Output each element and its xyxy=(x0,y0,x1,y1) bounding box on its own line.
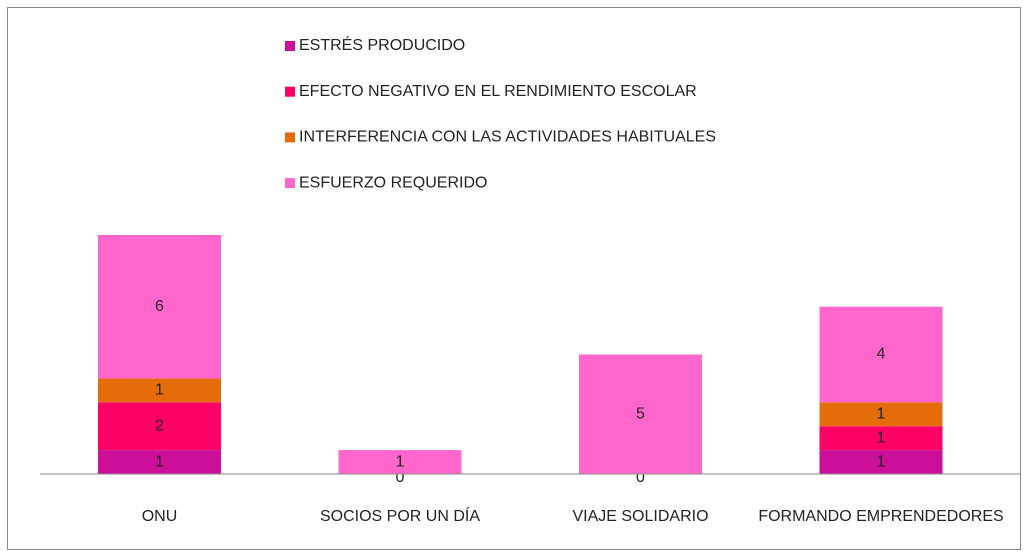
data-label: 1 xyxy=(396,453,405,470)
bar-segment xyxy=(338,450,462,474)
bar-segment xyxy=(819,402,943,427)
x-tick-label: FORMANDO EMPRENDEDORES xyxy=(758,508,1003,525)
legend-label: ESTRÉS PRODUCIDO xyxy=(299,35,465,54)
bar-segment xyxy=(98,450,221,474)
bar-segment xyxy=(98,235,221,379)
data-label: 1 xyxy=(877,429,886,446)
legend-swatch xyxy=(285,86,295,97)
bar-segment xyxy=(819,426,943,451)
data-label: 2 xyxy=(155,417,164,434)
data-label: 0 xyxy=(396,469,405,486)
legend-swatch xyxy=(285,178,295,189)
legend-swatch xyxy=(285,132,295,143)
bar-segment xyxy=(579,354,702,474)
data-label: 6 xyxy=(155,298,164,315)
data-label: 0 xyxy=(636,469,645,486)
bar-segment xyxy=(98,378,221,403)
legend-swatch xyxy=(285,41,295,51)
x-tick-label: SOCIOS POR UN DÍA xyxy=(320,506,480,525)
data-label: 1 xyxy=(155,453,164,470)
x-tick-label: VIAJE SOLIDARIO xyxy=(572,508,708,525)
legend-label: ESFUERZO REQUERIDO xyxy=(299,174,487,191)
legend-label: EFECTO NEGATIVO EN EL RENDIMIENTO ESCOLA… xyxy=(299,83,697,100)
legend-label: INTERFERENCIA CON LAS ACTIVIDADES HABITU… xyxy=(299,129,716,146)
data-label: 1 xyxy=(877,405,886,422)
bar-segment xyxy=(819,450,943,474)
data-label: 4 xyxy=(877,346,886,363)
x-tick-label: ONU xyxy=(142,508,178,525)
bar-segment xyxy=(98,402,221,451)
bar-segment xyxy=(819,306,943,403)
data-label: 5 xyxy=(636,405,645,422)
data-label: 1 xyxy=(877,453,886,470)
data-label: 1 xyxy=(155,382,164,399)
